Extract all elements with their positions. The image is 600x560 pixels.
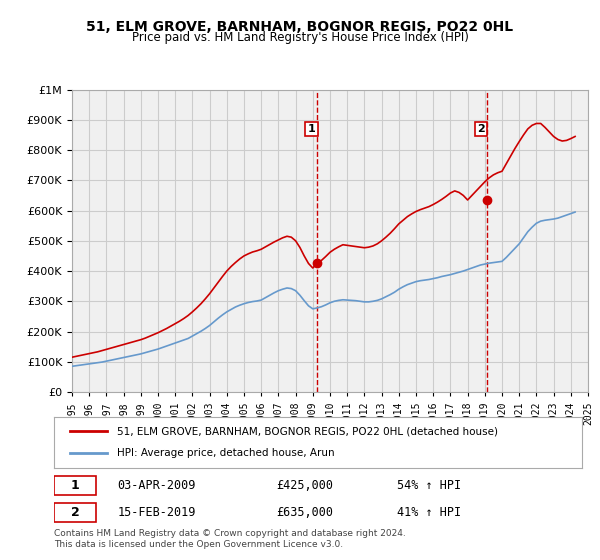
- Text: 15-FEB-2019: 15-FEB-2019: [118, 506, 196, 519]
- Text: 2: 2: [478, 124, 485, 134]
- FancyBboxPatch shape: [54, 503, 96, 521]
- Text: 03-APR-2009: 03-APR-2009: [118, 479, 196, 492]
- Text: £425,000: £425,000: [276, 479, 333, 492]
- Text: Contains HM Land Registry data © Crown copyright and database right 2024.
This d: Contains HM Land Registry data © Crown c…: [54, 529, 406, 549]
- Text: 51, ELM GROVE, BARNHAM, BOGNOR REGIS, PO22 0HL (detached house): 51, ELM GROVE, BARNHAM, BOGNOR REGIS, PO…: [118, 426, 499, 436]
- Text: 51, ELM GROVE, BARNHAM, BOGNOR REGIS, PO22 0HL: 51, ELM GROVE, BARNHAM, BOGNOR REGIS, PO…: [86, 20, 514, 34]
- Text: 54% ↑ HPI: 54% ↑ HPI: [397, 479, 461, 492]
- Text: 41% ↑ HPI: 41% ↑ HPI: [397, 506, 461, 519]
- Text: Price paid vs. HM Land Registry's House Price Index (HPI): Price paid vs. HM Land Registry's House …: [131, 31, 469, 44]
- Text: 2: 2: [71, 506, 79, 519]
- Text: £635,000: £635,000: [276, 506, 333, 519]
- FancyBboxPatch shape: [54, 476, 96, 495]
- Text: 1: 1: [308, 124, 316, 134]
- Text: 1: 1: [71, 479, 79, 492]
- Text: HPI: Average price, detached house, Arun: HPI: Average price, detached house, Arun: [118, 449, 335, 459]
